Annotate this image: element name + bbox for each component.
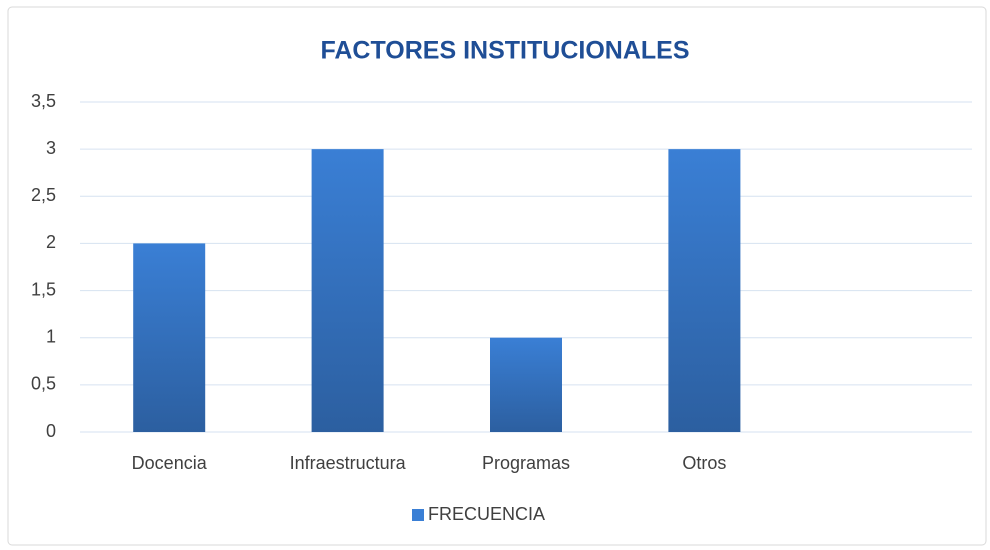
x-tick-label: Otros (682, 453, 726, 473)
bar (133, 243, 206, 432)
y-tick-label: 2 (46, 232, 56, 252)
y-tick-label: 0 (46, 421, 56, 441)
y-tick-label: 2,5 (31, 185, 56, 205)
chart-title: FACTORES INSTITUCIONALES (320, 37, 689, 65)
legend-swatch (412, 509, 424, 521)
bar (490, 337, 562, 432)
y-tick-label: 3 (46, 138, 56, 158)
legend-label: FRECUENCIA (428, 504, 545, 524)
bar (668, 149, 741, 432)
x-tick-label: Docencia (132, 453, 208, 473)
y-tick-label: 1,5 (31, 279, 56, 299)
x-tick-label: Infraestructura (290, 453, 407, 473)
chart-frame (7, 6, 987, 546)
y-tick-label: 0,5 (31, 374, 56, 394)
x-tick-label: Programas (482, 453, 570, 473)
y-tick-label: 3,5 (31, 91, 56, 111)
bar (311, 149, 384, 432)
y-tick-label: 1 (46, 326, 56, 346)
